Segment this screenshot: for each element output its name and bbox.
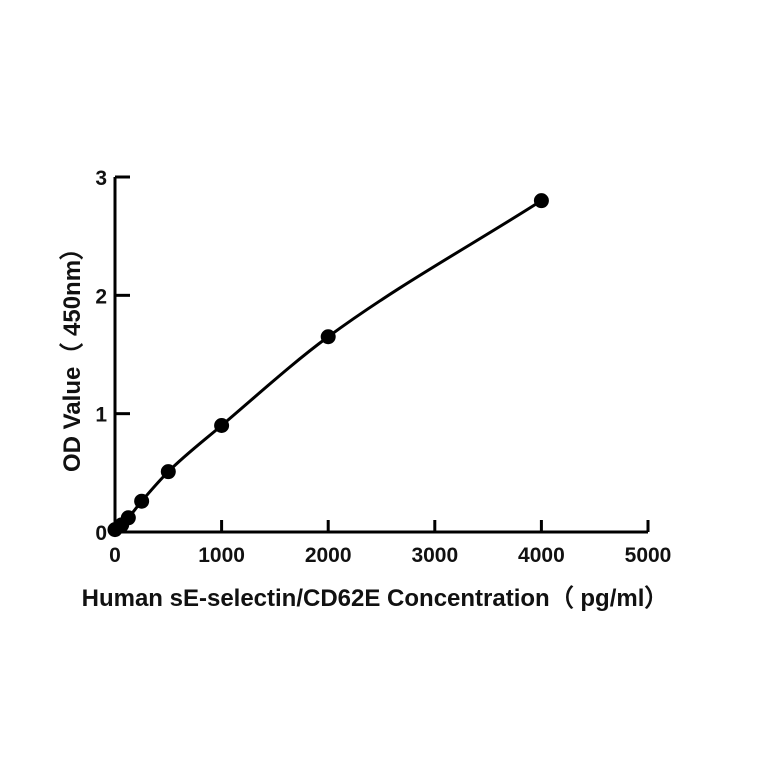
data-point xyxy=(320,329,336,345)
fit-curve xyxy=(114,199,543,531)
x-axis-label: Human sE-selectin/CD62E Concentration（ p… xyxy=(82,585,669,612)
data-point xyxy=(533,193,549,209)
data-point xyxy=(134,493,150,509)
y-axis-label: OD Value（ 450nm） xyxy=(59,236,86,472)
x-tick-label: 2000 xyxy=(305,544,352,567)
axes: 0 1000 2000 3000 4000 5000 0 1 2 3 xyxy=(95,167,671,567)
x-tick-label: 4000 xyxy=(518,544,565,567)
x-tick-label: 1000 xyxy=(198,544,245,567)
x-tick-label: 0 xyxy=(109,544,121,567)
y-tick-label: 2 xyxy=(95,285,107,308)
y-tick-label: 0 xyxy=(95,522,107,545)
data-points xyxy=(107,193,549,538)
y-tick-label: 3 xyxy=(95,167,107,190)
data-point xyxy=(160,464,176,480)
data-point xyxy=(120,510,136,526)
data-point xyxy=(214,418,230,433)
fit-curve-path xyxy=(114,199,543,531)
x-tick-label: 3000 xyxy=(411,544,458,567)
y-tick-label: 1 xyxy=(95,404,107,427)
x-tick-label: 5000 xyxy=(625,544,672,567)
